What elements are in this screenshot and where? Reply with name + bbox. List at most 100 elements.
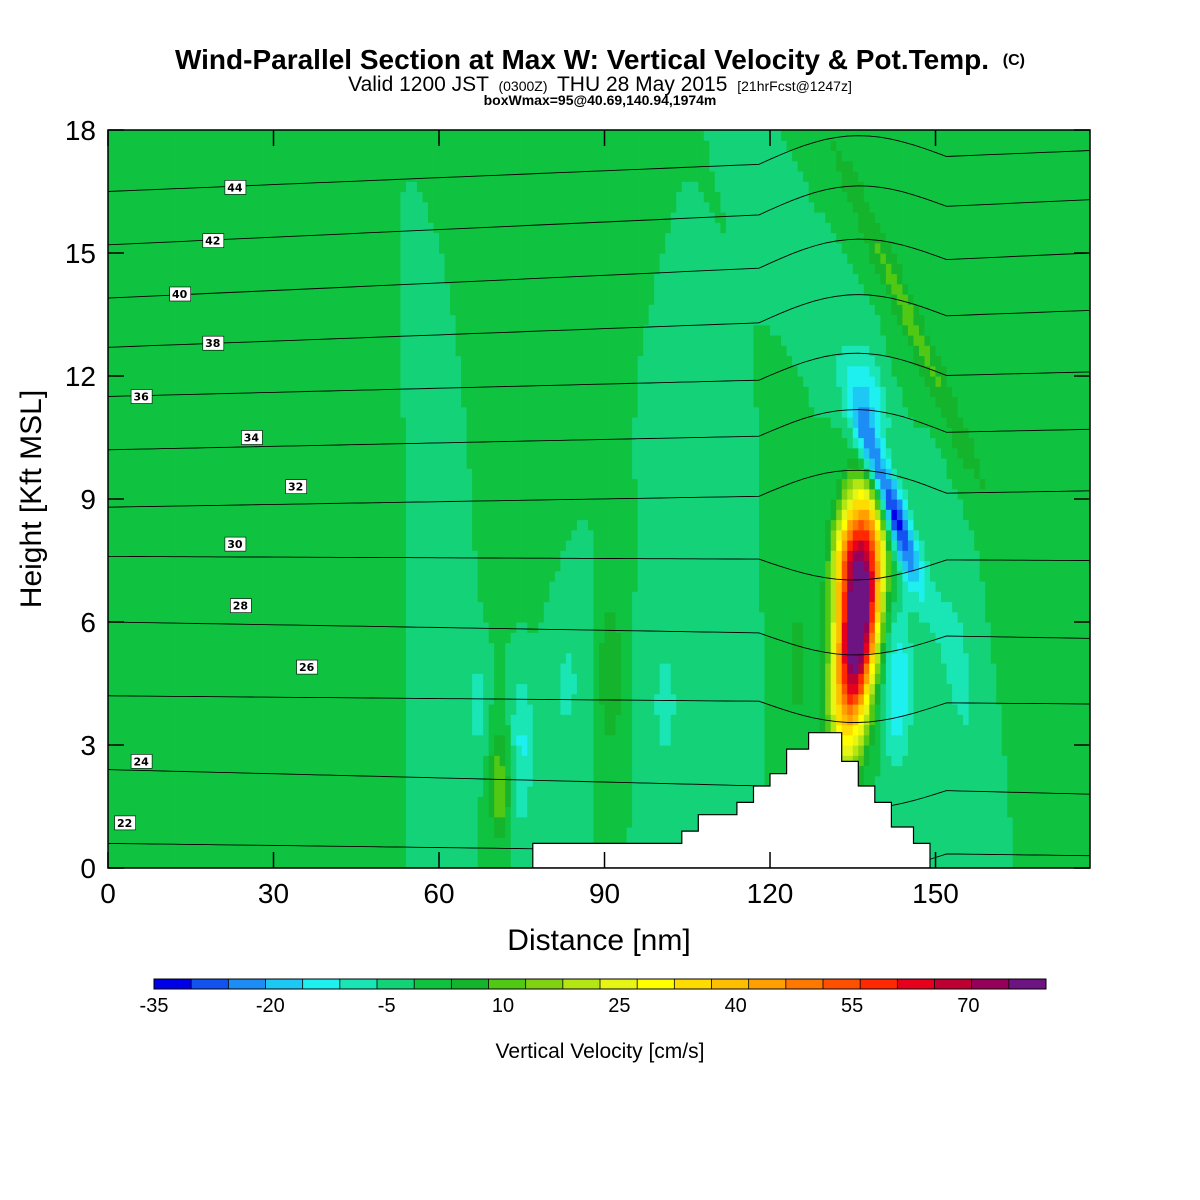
velocity-cell bbox=[990, 714, 997, 726]
velocity-cell bbox=[483, 745, 490, 756]
velocity-cell bbox=[510, 581, 517, 592]
velocity-cell bbox=[378, 714, 385, 726]
velocity-cell bbox=[747, 642, 755, 654]
velocity-cell bbox=[433, 642, 440, 654]
velocity-cell bbox=[974, 745, 981, 756]
velocity-cell bbox=[659, 611, 666, 623]
velocity-cell bbox=[323, 693, 330, 705]
velocity-cell bbox=[643, 765, 650, 777]
velocity-cell bbox=[306, 837, 313, 849]
velocity-cell bbox=[218, 806, 225, 818]
velocity-cell bbox=[262, 693, 269, 705]
velocity-cell bbox=[472, 755, 479, 767]
velocity-cell bbox=[212, 663, 219, 674]
velocity-cell bbox=[1012, 683, 1019, 695]
velocity-cell bbox=[179, 775, 186, 787]
velocity-cell bbox=[494, 622, 501, 633]
velocity-cell bbox=[494, 755, 501, 767]
velocity-cell bbox=[394, 683, 401, 695]
velocity-cell bbox=[1018, 775, 1025, 787]
velocity-cell bbox=[869, 755, 876, 767]
velocity-cell bbox=[279, 724, 286, 736]
velocity-cell bbox=[974, 765, 981, 777]
velocity-cell bbox=[538, 816, 545, 828]
velocity-cell bbox=[565, 611, 573, 623]
velocity-cell bbox=[1007, 755, 1014, 767]
velocity-cell bbox=[427, 806, 435, 818]
velocity-cell bbox=[256, 683, 264, 695]
velocity-cell bbox=[985, 745, 992, 756]
velocity-cell bbox=[433, 827, 440, 838]
velocity-cell bbox=[234, 734, 242, 746]
velocity-cell bbox=[190, 806, 197, 818]
velocity-cell bbox=[488, 775, 495, 787]
velocity-cell bbox=[543, 704, 550, 715]
velocity-cell bbox=[1084, 714, 1090, 726]
velocity-cell bbox=[323, 827, 330, 838]
velocity-cell bbox=[174, 714, 181, 726]
velocity-cell bbox=[494, 857, 501, 868]
velocity-cell bbox=[135, 745, 142, 756]
velocity-cell bbox=[284, 796, 291, 808]
velocity-cell bbox=[135, 806, 142, 818]
velocity-cell bbox=[797, 663, 804, 674]
velocity-cell bbox=[494, 673, 501, 685]
velocity-cell bbox=[863, 734, 870, 746]
velocity-cell bbox=[714, 652, 721, 664]
velocity-cell bbox=[256, 632, 264, 644]
velocity-cell bbox=[891, 734, 898, 746]
velocity-cell bbox=[571, 683, 578, 695]
velocity-cell bbox=[190, 745, 197, 756]
velocity-cell bbox=[720, 796, 727, 808]
velocity-cell bbox=[775, 745, 782, 756]
velocity-cell bbox=[847, 581, 854, 592]
velocity-cell bbox=[444, 847, 451, 859]
velocity-cell bbox=[108, 765, 115, 777]
velocity-cell bbox=[792, 724, 799, 736]
velocity-cell bbox=[582, 827, 589, 838]
velocity-cell bbox=[472, 663, 479, 674]
velocity-cell bbox=[764, 632, 771, 644]
velocity-cell bbox=[439, 693, 446, 705]
velocity-cell bbox=[896, 806, 904, 818]
velocity-cell bbox=[621, 611, 628, 623]
velocity-cell bbox=[968, 683, 975, 695]
velocity-cell bbox=[615, 601, 622, 613]
velocity-cell bbox=[1045, 827, 1052, 838]
velocity-cell bbox=[990, 724, 997, 736]
velocity-cell bbox=[587, 581, 595, 592]
velocity-cell bbox=[323, 622, 330, 633]
velocity-cell bbox=[830, 663, 837, 674]
velocity-cell bbox=[339, 683, 346, 695]
velocity-cell bbox=[124, 570, 131, 582]
velocity-cell bbox=[450, 847, 457, 859]
velocity-cell bbox=[295, 611, 302, 623]
velocity-cell bbox=[670, 755, 677, 767]
velocity-cell bbox=[245, 745, 253, 756]
velocity-cell bbox=[858, 673, 865, 685]
velocity-cell bbox=[1034, 581, 1041, 592]
velocity-cell bbox=[345, 745, 352, 756]
velocity-cell bbox=[1040, 642, 1047, 654]
velocity-cell bbox=[781, 693, 788, 705]
velocity-cell bbox=[405, 581, 413, 592]
velocity-cell bbox=[941, 755, 948, 767]
velocity-cell bbox=[483, 755, 490, 767]
velocity-cell bbox=[538, 642, 545, 654]
velocity-cell bbox=[350, 786, 357, 797]
velocity-cell bbox=[190, 827, 197, 838]
velocity-cell bbox=[168, 734, 175, 746]
velocity-cell bbox=[361, 755, 368, 767]
velocity-cell bbox=[334, 683, 341, 695]
velocity-cell bbox=[692, 693, 699, 705]
velocity-cell bbox=[896, 663, 904, 674]
velocity-cell bbox=[979, 673, 986, 685]
velocity-cell bbox=[587, 816, 595, 828]
velocity-cell bbox=[416, 714, 424, 726]
velocity-cell bbox=[621, 683, 628, 695]
velocity-cell bbox=[1029, 622, 1036, 633]
velocity-cell bbox=[604, 652, 611, 664]
velocity-cell bbox=[1034, 714, 1041, 726]
velocity-cell bbox=[836, 642, 843, 654]
velocity-cell bbox=[1012, 642, 1019, 654]
